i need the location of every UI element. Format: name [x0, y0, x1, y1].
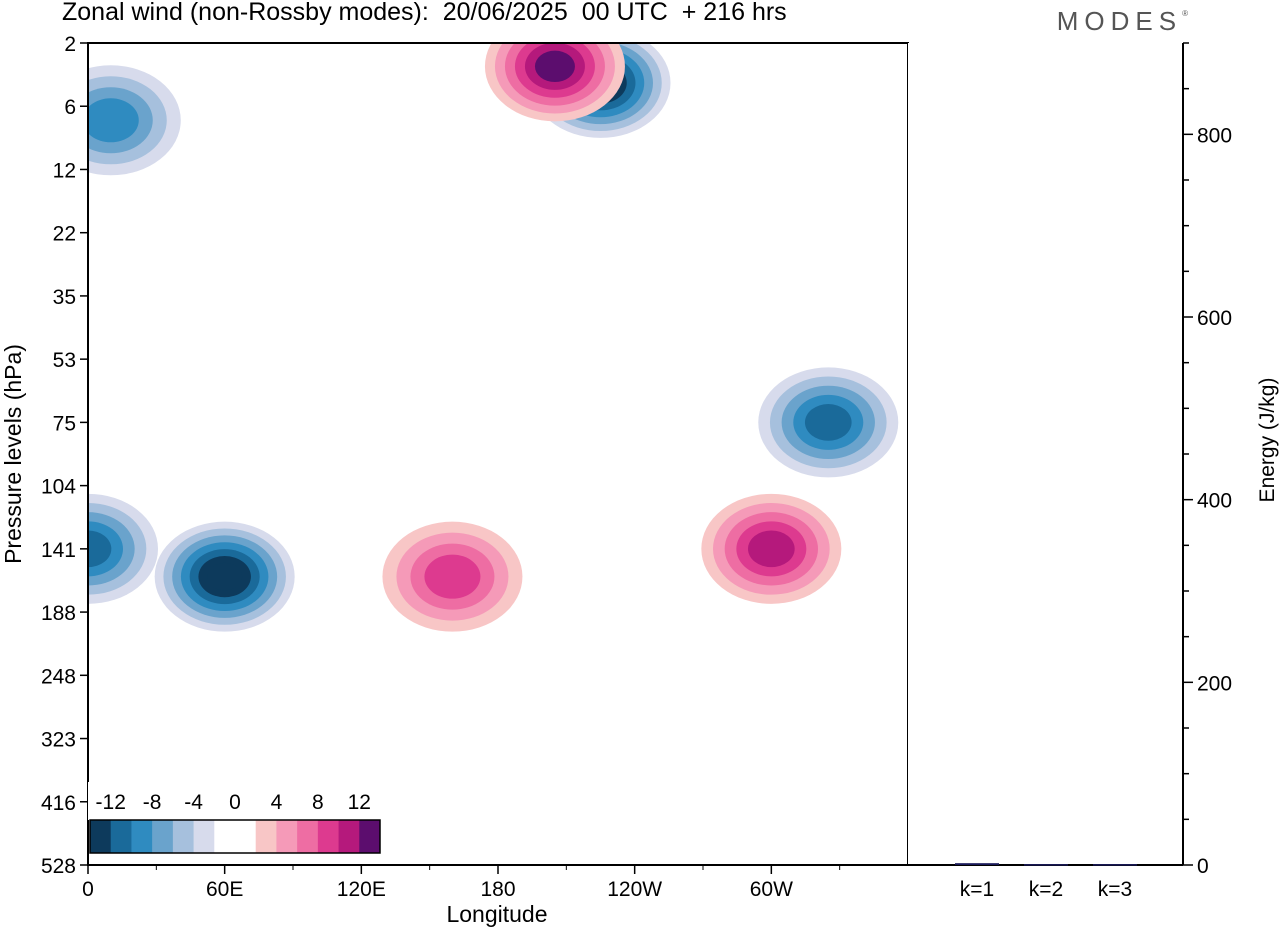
y-axis-label: Pressure levels (hPa) [0, 344, 26, 564]
contour-fill [424, 554, 481, 599]
y-tick-label: 188 [41, 602, 76, 625]
colorbar-tick-label: -8 [143, 791, 162, 814]
y-tick-label: 416 [41, 792, 76, 815]
energy-bar [1093, 864, 1137, 866]
colorbar-swatch [338, 820, 360, 853]
y-tick-label: 22 [53, 223, 76, 246]
y-tick-label: 248 [41, 665, 76, 688]
x-tick-label: 60W [750, 878, 793, 901]
contour-fill [88, 98, 139, 143]
modes-logo-text: MODES [1056, 6, 1183, 36]
x-tick-label: 120W [607, 878, 662, 901]
energy-tick-label: 800 [1197, 124, 1232, 147]
colorbar-swatch [152, 820, 174, 853]
longitude-axis: 0 60E 120E 180 120W 60W Longitude [82, 865, 841, 927]
colorbar-tick-label: 8 [312, 791, 324, 814]
colorbar-swatch [90, 820, 112, 853]
x-tick-label: 60E [206, 878, 243, 901]
colorbar-swatch [255, 820, 277, 853]
x-tick-label: 0 [82, 878, 94, 901]
colorbar-tick-label: -4 [184, 791, 203, 814]
energy-tick-label: 0 [1197, 855, 1209, 878]
colorbar-swatch [317, 820, 340, 853]
energy-axis-label: Energy (J/kg) [1256, 378, 1279, 503]
colorbar-swatch [193, 820, 215, 853]
registered-mark: ® [1182, 9, 1188, 19]
wind-anomaly-3 [484, 43, 625, 122]
colorbar-swatch [131, 820, 153, 853]
y-tick-label: 6 [64, 96, 76, 119]
energy-tick-label: 200 [1197, 672, 1232, 695]
colorbar-swatch [359, 820, 381, 853]
contour-fill [534, 50, 575, 83]
colorbar-swatch [235, 820, 257, 853]
colorbar-tick-label: 12 [348, 791, 371, 814]
energy-panel: 0 200 400 600 800 Energy (J/kg) k=1 k=2 k=3 [908, 42, 1279, 901]
colorbar-swatch [297, 820, 319, 853]
contour-fill [88, 530, 112, 568]
y-tick-label: 141 [41, 539, 76, 562]
colorbar-swatch [276, 820, 298, 853]
energy-category-label: k=2 [1029, 878, 1063, 901]
pressure-axis: 2 6 12 22 35 53 75 104 141 188 248 323 416 528 Pressur… [0, 33, 88, 878]
energy-category-label: k=1 [960, 878, 994, 901]
energy-category-label: k=3 [1098, 878, 1132, 901]
x-tick-label: 120E [337, 878, 386, 901]
colorbar-tick-label: 4 [271, 791, 283, 814]
wind-anomaly-5 [701, 493, 842, 604]
y-tick-label: 104 [41, 476, 76, 499]
contour-fill [748, 530, 795, 568]
colorbar-frame [89, 819, 381, 854]
modes-logo: MODES® [1057, 6, 1188, 37]
colorbar-tick-label: -12 [96, 791, 126, 814]
y-tick-label: 12 [53, 159, 76, 182]
wind-anomaly-4 [382, 521, 523, 632]
y-tick-label: 75 [53, 412, 76, 435]
y-tick-label: 35 [53, 286, 76, 309]
energy-tick-label: 400 [1197, 490, 1232, 513]
y-tick-label: 2 [64, 33, 76, 56]
colorbar-background [88, 782, 382, 820]
heatmap-field [88, 43, 899, 632]
colorbar-swatch [214, 820, 236, 853]
wind-anomaly-0 [154, 521, 295, 632]
y-tick-label: 323 [41, 729, 76, 752]
colorbar-swatch [172, 820, 195, 853]
colorbar-swatch [110, 820, 132, 853]
energy-bar [955, 863, 999, 865]
wind-anomaly-1 [88, 493, 158, 604]
y-tick-label: 528 [41, 855, 76, 878]
wind-anomaly-7 [88, 65, 181, 176]
contour-fill [804, 404, 852, 441]
contour-fill [207, 562, 243, 591]
chart-title: Zonal wind (non-Rossby modes): 20/06/202… [62, 0, 787, 26]
colorbar: -12 -8 -4 0 4 8 12 [88, 782, 382, 854]
colorbar-tick-label: 0 [229, 791, 241, 814]
energy-tick-label: 600 [1197, 307, 1232, 330]
y-tick-label: 53 [53, 349, 76, 372]
energy-plot-area [908, 43, 1183, 865]
wind-anomaly-6 [758, 367, 899, 478]
energy-bar [1024, 864, 1068, 866]
x-axis-label: Longitude [446, 901, 547, 927]
x-tick-label: 180 [480, 878, 515, 901]
